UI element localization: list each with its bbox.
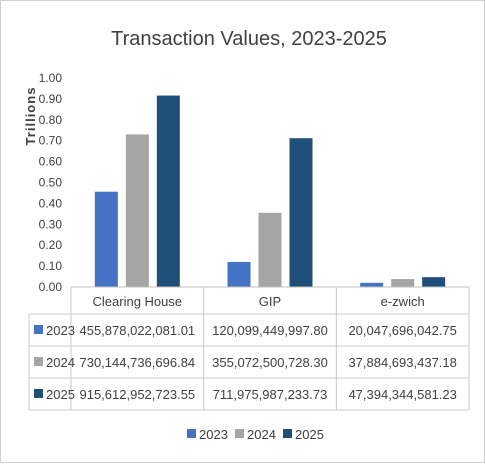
category-label: e-zwich — [381, 294, 425, 309]
data-value-label: 711,975,987,233.73 — [213, 387, 328, 402]
bar — [422, 277, 446, 287]
y-tick-label: 0.30 — [39, 217, 63, 231]
row-series-label: 2024 — [46, 355, 75, 370]
legend-label: 2025 — [295, 427, 324, 442]
data-value-label: 47,394,344,581.23 — [348, 387, 456, 402]
y-tick-label: 0.70 — [39, 134, 63, 148]
row-legend-key — [34, 389, 43, 398]
bar — [258, 212, 282, 287]
data-value-label: 915,612,952,723.55 — [79, 387, 195, 402]
data-value-label: 455,878,022,081.01 — [79, 323, 195, 338]
y-tick-label: 0.80 — [39, 113, 63, 127]
data-value-label: 120,099,449,997.80 — [212, 323, 328, 338]
legend-key — [187, 429, 196, 438]
bar — [125, 134, 149, 287]
legend-label: 2023 — [199, 427, 228, 442]
bar — [156, 95, 180, 287]
data-value-label: 355,072,500,728.30 — [212, 355, 328, 370]
data-value-label: 20,047,696,042.75 — [348, 323, 456, 338]
y-tick-label: 0.90 — [39, 92, 63, 106]
row-series-label: 2023 — [46, 323, 75, 338]
y-axis-label: Trillions — [23, 87, 38, 146]
row-series-label: 2025 — [46, 387, 75, 402]
bar — [360, 282, 384, 287]
y-tick-label: 0.40 — [39, 196, 63, 210]
legend-key — [235, 429, 244, 438]
data-table: Clearing House GIP e-zwich 2023 455,878,022,… — [28, 286, 470, 411]
bar — [94, 191, 118, 287]
legend: 2023 2024 2025 — [187, 427, 324, 442]
bar — [227, 261, 251, 287]
y-axis-ticks: 1.00 0.90 0.80 0.70 0.60 0.50 0.40 0.30 0.20 0.10… — [39, 71, 63, 294]
bar — [289, 138, 313, 287]
bar — [391, 279, 415, 287]
chart-title: Transaction Values, 2023-2025 — [111, 28, 387, 50]
y-tick-label: 0.10 — [39, 259, 63, 273]
y-tick-label: 0.50 — [39, 176, 63, 190]
row-legend-key — [34, 325, 43, 334]
data-value-label: 37,884,693,437.18 — [348, 355, 456, 370]
y-tick-label: 0.20 — [39, 238, 63, 252]
y-tick-label: 1.00 — [39, 71, 63, 85]
category-label: Clearing House — [93, 294, 183, 309]
legend-key — [283, 429, 292, 438]
bar-marks — [94, 95, 446, 287]
y-tick-label: 0.60 — [39, 155, 63, 169]
data-value-label: 730,144,736,696.84 — [79, 355, 195, 370]
y-tick-label: 0.00 — [39, 280, 63, 294]
legend-label: 2024 — [247, 427, 276, 442]
category-label: GIP — [259, 294, 281, 309]
row-legend-key — [34, 357, 43, 366]
